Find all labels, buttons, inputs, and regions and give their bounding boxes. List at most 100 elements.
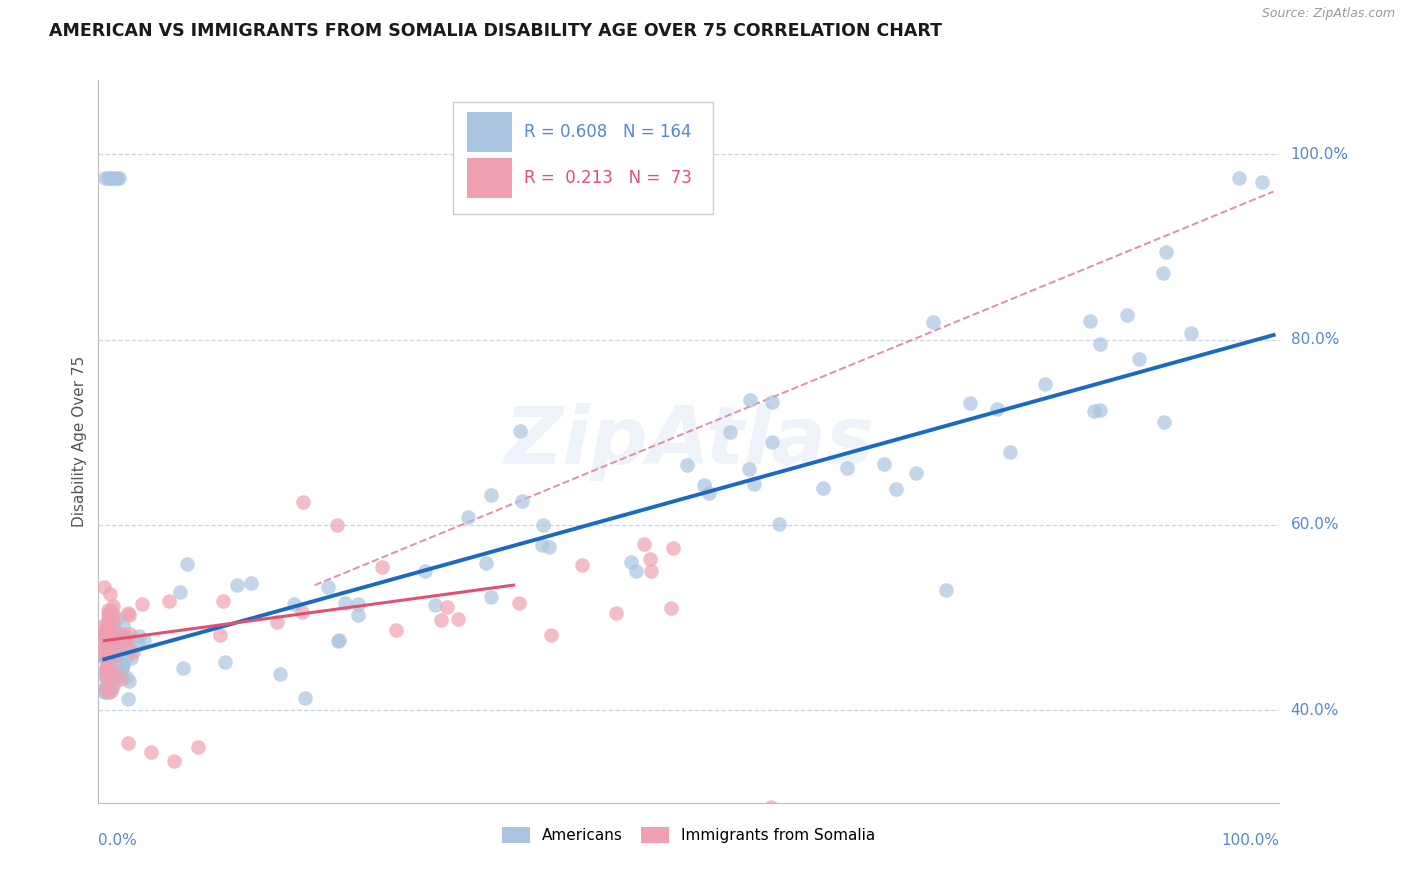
Point: [104, 665, 127, 679]
Point: [111, 627, 134, 641]
Point: [101, 619, 124, 633]
Point: [94, 672, 117, 686]
Point: [1128, 351, 1150, 366]
Point: [693, 478, 716, 492]
Point: [96, 616, 118, 631]
Point: [169, 585, 191, 599]
Point: [118, 674, 141, 689]
Point: [96, 652, 118, 666]
Point: [326, 517, 349, 532]
Point: [96, 646, 118, 660]
Point: [415, 564, 437, 578]
Point: [104, 645, 127, 659]
Point: [768, 517, 790, 532]
Point: [159, 594, 181, 608]
Point: [101, 641, 124, 656]
Point: [738, 393, 761, 408]
Point: [114, 637, 136, 651]
Point: [94, 640, 117, 654]
Point: [605, 606, 627, 620]
Point: [94, 643, 117, 657]
Point: [96, 677, 118, 691]
Text: 60.0%: 60.0%: [1291, 517, 1339, 533]
Point: [110, 665, 132, 680]
Point: [131, 598, 153, 612]
Point: [1227, 170, 1250, 185]
Point: [97, 663, 120, 677]
Point: [97, 647, 120, 661]
Point: [761, 434, 783, 449]
Point: [94, 170, 117, 185]
Point: [93, 632, 115, 646]
FancyBboxPatch shape: [453, 102, 713, 214]
Point: [540, 628, 562, 642]
Point: [640, 564, 662, 578]
Point: [998, 445, 1021, 459]
Point: [93, 666, 115, 681]
Point: [93, 684, 115, 698]
Point: [105, 655, 128, 669]
Point: [96, 657, 118, 672]
Point: [638, 552, 661, 566]
Point: [633, 537, 655, 551]
Point: [105, 645, 128, 659]
Text: 100.0%: 100.0%: [1222, 833, 1279, 848]
Point: [935, 583, 957, 598]
Point: [96, 646, 118, 660]
Point: [112, 657, 135, 671]
Point: [101, 653, 124, 667]
Point: [93, 639, 115, 653]
Legend: Americans, Immigrants from Somalia: Americans, Immigrants from Somalia: [496, 821, 882, 849]
Point: [97, 628, 120, 642]
Point: [94, 651, 117, 665]
Point: [101, 612, 124, 626]
Point: [176, 557, 198, 571]
Point: [283, 598, 305, 612]
Point: [905, 466, 928, 480]
Point: [508, 596, 530, 610]
Point: [98, 657, 121, 672]
Point: [510, 493, 533, 508]
Point: [718, 425, 741, 440]
Point: [117, 649, 139, 664]
Point: [107, 632, 129, 647]
Y-axis label: Disability Age Over 75: Disability Age Over 75: [72, 356, 87, 527]
Point: [97, 642, 120, 657]
Point: [101, 619, 124, 633]
Point: [107, 611, 129, 625]
Point: [100, 681, 122, 695]
Point: [212, 594, 235, 608]
Point: [676, 458, 699, 472]
Point: [269, 667, 291, 681]
Point: [316, 580, 339, 594]
Point: [1152, 266, 1174, 280]
Point: [1251, 175, 1274, 189]
Point: [96, 661, 118, 675]
Point: [214, 656, 236, 670]
Point: [370, 560, 392, 574]
Point: [187, 740, 209, 755]
Point: [94, 622, 117, 636]
Point: [103, 676, 125, 690]
Point: [121, 650, 143, 665]
Point: [1180, 326, 1202, 341]
Text: 100.0%: 100.0%: [1291, 147, 1348, 161]
Point: [97, 607, 120, 622]
Point: [93, 645, 115, 659]
Point: [163, 754, 186, 768]
Point: [101, 621, 124, 635]
Point: [97, 170, 120, 185]
Point: [100, 683, 122, 698]
Point: [115, 670, 138, 684]
Point: [108, 630, 131, 644]
Point: [98, 660, 121, 674]
Point: [742, 477, 765, 491]
Point: [101, 643, 124, 657]
Point: [103, 609, 125, 624]
Point: [172, 661, 194, 675]
Point: [120, 641, 142, 656]
Point: [96, 639, 118, 653]
Point: [94, 663, 117, 677]
Point: [94, 641, 117, 656]
Point: [111, 657, 134, 672]
